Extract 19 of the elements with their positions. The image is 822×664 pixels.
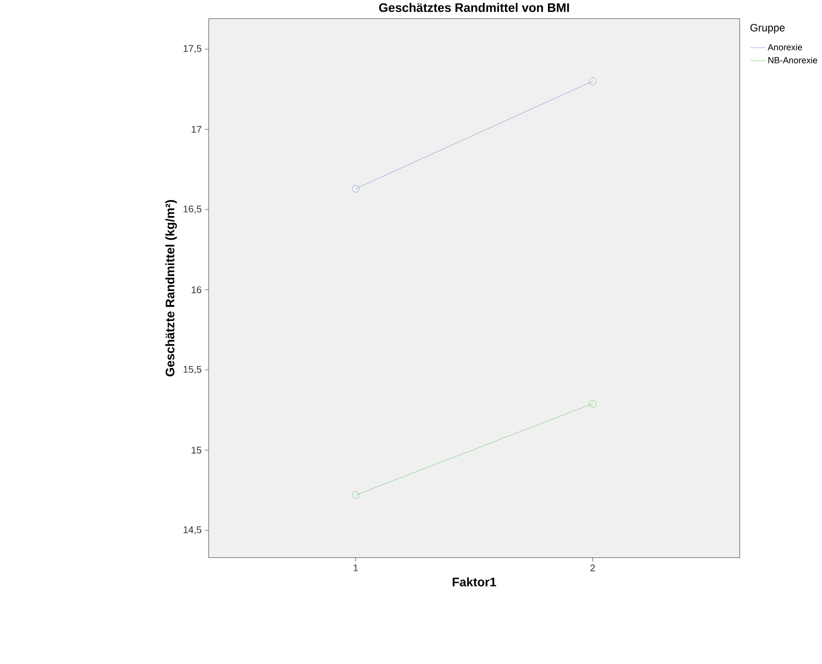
y-tick-label: 15,5 — [184, 366, 202, 374]
point — [589, 400, 596, 408]
legend-label: NB-Anorexie — [768, 57, 818, 64]
y-tick-label: 14,5 — [184, 526, 202, 535]
chart-title: Geschätztes Randmittel von BMI — [379, 3, 569, 12]
point — [589, 78, 596, 86]
point — [352, 492, 360, 500]
x-tick-label: 1 — [354, 564, 358, 572]
y-tick-label: 16,5 — [184, 206, 202, 214]
y-axis-title: Geschätzte Randmittel (kg/m²) — [165, 200, 177, 377]
legend-title: Gruppe — [750, 24, 785, 34]
x-tick-label: 2 — [590, 564, 595, 572]
y-tick-label: 15 — [192, 447, 202, 454]
y-tick-label: 17 — [192, 126, 202, 133]
x-axis-title: Faktor1 — [452, 578, 496, 587]
y-tick-label: 16 — [192, 286, 202, 294]
y-tick-label: 17,5 — [184, 45, 202, 54]
point — [352, 185, 360, 193]
legend-label: Anorexie — [768, 44, 802, 51]
